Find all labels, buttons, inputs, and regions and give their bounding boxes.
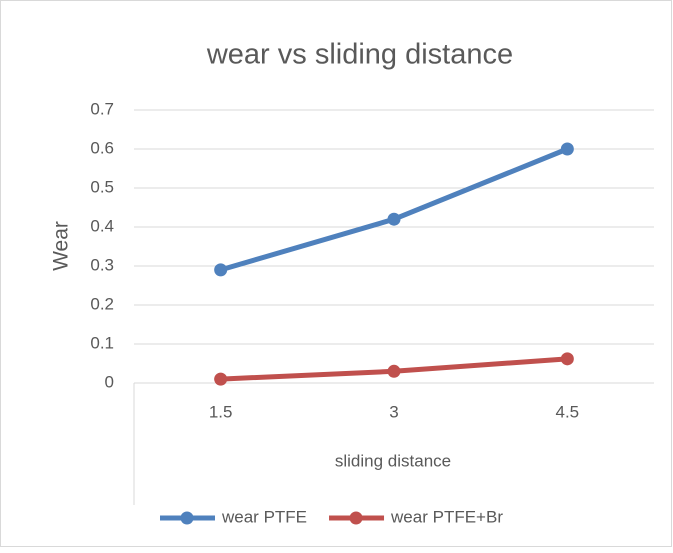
y-tick-label: 0.4 (90, 216, 114, 235)
x-axis-label: sliding distance (335, 451, 451, 470)
y-tick-label: 0.5 (90, 177, 114, 196)
y-tick-label: 0.7 (90, 99, 114, 118)
legend-label: wear PTFE+Br (390, 507, 503, 526)
data-point (214, 372, 228, 386)
y-tick-label: 0.2 (90, 294, 114, 313)
chart-title: wear vs sliding distance (206, 39, 513, 71)
data-point (560, 142, 574, 156)
legend-marker (349, 511, 363, 525)
y-tick-label: 0.1 (90, 333, 114, 352)
y-tick-label: 0 (105, 372, 114, 391)
data-point (387, 364, 401, 378)
y-tick-label: 0.3 (90, 255, 114, 274)
legend-label: wear PTFE (221, 507, 307, 526)
x-tick-label: 3 (389, 402, 398, 421)
legend-marker (180, 511, 194, 525)
data-point (387, 212, 401, 226)
x-tick-label: 1.5 (209, 402, 233, 421)
data-point (560, 352, 574, 366)
y-tick-label: 0.6 (90, 138, 114, 157)
x-tick-label: 4.5 (556, 402, 580, 421)
y-axis-label: Wear (50, 221, 73, 271)
data-point (214, 263, 228, 277)
